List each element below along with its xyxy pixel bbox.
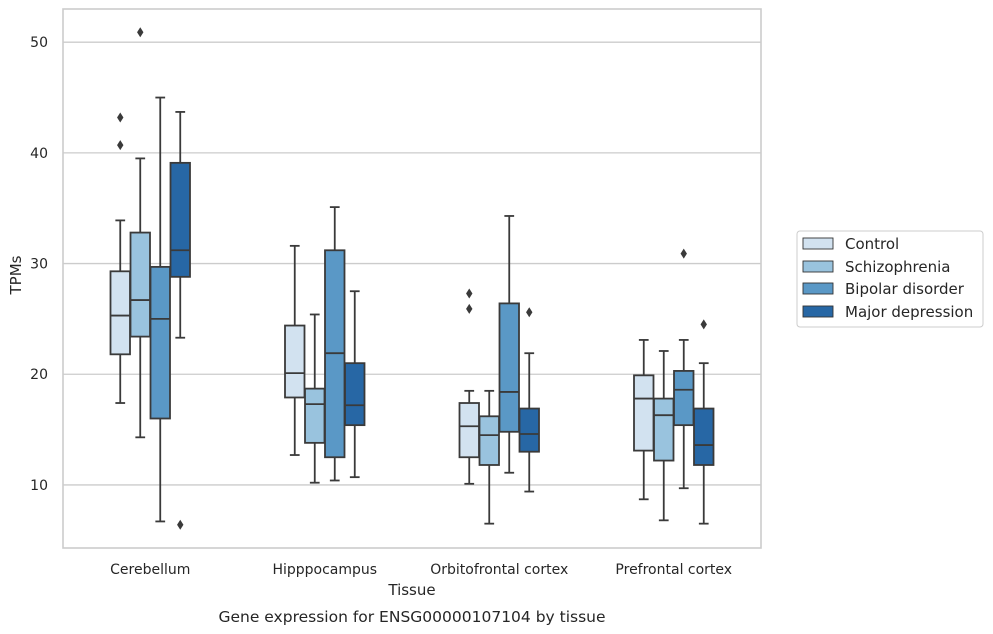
box-hipppocampus-control-iqr bbox=[284, 324, 306, 399]
box-cerebellum-schizophrenia bbox=[129, 27, 151, 439]
box-prefrontal-cortex-bipolar-disorder-iqr bbox=[673, 370, 695, 427]
legend-frame bbox=[796, 230, 984, 328]
legend-label-major-depression: Major depression bbox=[845, 303, 973, 321]
box-orbitofrontal-cortex-major-depression bbox=[518, 307, 540, 493]
y-tick-label-20: 20 bbox=[30, 367, 48, 383]
box-series bbox=[109, 27, 715, 530]
x-axis-ticks: Cerebellum Hipppocampus Orbitofrontal cort… bbox=[110, 562, 732, 578]
box-orbitofrontal-cortex-control-outlier-1 bbox=[466, 303, 473, 314]
y-tick-label-30: 30 bbox=[30, 257, 48, 273]
box-hipppocampus-control bbox=[284, 244, 306, 456]
chart-caption: Gene expression for ENSG00000107104 by t… bbox=[218, 608, 605, 626]
box-hipppocampus-schizophrenia bbox=[304, 313, 326, 484]
y-tick-label-40: 40 bbox=[30, 146, 48, 162]
box-prefrontal-cortex-major-depression bbox=[693, 319, 715, 525]
box-prefrontal-cortex-bipolar-disorder bbox=[673, 248, 695, 490]
y-axis-ticks: 10 20 30 40 50 bbox=[30, 35, 48, 494]
box-hipppocampus-bipolar-disorder bbox=[324, 206, 346, 482]
box-prefrontal-cortex-major-depression-iqr bbox=[693, 407, 715, 466]
x-tick-label-hipppocampus: Hipppocampus bbox=[272, 562, 377, 578]
y-tick-label-50: 50 bbox=[30, 35, 48, 51]
box-orbitofrontal-cortex-bipolar-disorder bbox=[498, 215, 520, 474]
legend-swatch-control bbox=[802, 237, 834, 250]
box-orbitofrontal-cortex-schizophrenia-iqr bbox=[478, 415, 500, 466]
box-orbitofrontal-cortex-major-depression-iqr bbox=[518, 407, 540, 453]
box-prefrontal-cortex-major-depression-outlier-0 bbox=[700, 319, 707, 330]
box-prefrontal-cortex-control-iqr bbox=[633, 374, 655, 452]
box-orbitofrontal-cortex-control bbox=[458, 288, 480, 485]
box-cerebellum-schizophrenia-outlier-0 bbox=[137, 27, 144, 38]
x-tick-label-prefrontal-cortex: Prefrontal cortex bbox=[615, 562, 732, 578]
box-hipppocampus-major-depression-iqr bbox=[344, 362, 366, 427]
box-cerebellum-control-iqr bbox=[109, 270, 131, 356]
box-cerebellum-major-depression-iqr bbox=[169, 161, 191, 278]
box-prefrontal-cortex-schizophrenia bbox=[653, 350, 675, 522]
box-cerebellum-control-outlier-1 bbox=[117, 140, 124, 151]
box-cerebellum-major-depression bbox=[169, 111, 191, 530]
legend-swatch-major-depression bbox=[802, 305, 834, 318]
box-orbitofrontal-cortex-bipolar-disorder-iqr bbox=[498, 302, 520, 433]
legend: Control Schizophrenia Bipolar disorder M… bbox=[796, 230, 984, 328]
box-cerebellum-control-outlier-0 bbox=[117, 112, 124, 123]
y-tick-label-10: 10 bbox=[30, 478, 48, 494]
box-cerebellum-bipolar-disorder bbox=[149, 96, 171, 523]
legend-label-schizophrenia: Schizophrenia bbox=[845, 258, 950, 276]
legend-label-bipolar-disorder: Bipolar disorder bbox=[845, 280, 965, 298]
box-orbitofrontal-cortex-control-outlier-0 bbox=[466, 288, 473, 299]
box-cerebellum-schizophrenia-iqr bbox=[129, 231, 151, 338]
box-cerebellum-major-depression-outlier-0 bbox=[177, 519, 184, 530]
x-tick-label-cerebellum: Cerebellum bbox=[110, 562, 190, 578]
y-axis-label: TPMs bbox=[7, 255, 25, 295]
box-orbitofrontal-cortex-control-iqr bbox=[458, 402, 480, 459]
legend-label-control: Control bbox=[845, 235, 899, 253]
box-prefrontal-cortex-bipolar-disorder-outlier-0 bbox=[680, 248, 687, 259]
box-hipppocampus-schizophrenia-iqr bbox=[304, 387, 326, 444]
legend-swatch-bipolar-disorder bbox=[802, 282, 834, 295]
box-orbitofrontal-cortex-schizophrenia bbox=[478, 389, 500, 525]
x-axis-label: Tissue bbox=[387, 581, 435, 599]
box-cerebellum-bipolar-disorder-iqr bbox=[149, 265, 171, 420]
box-hipppocampus-major-depression bbox=[344, 290, 366, 479]
box-orbitofrontal-cortex-major-depression-outlier-0 bbox=[526, 307, 533, 318]
box-prefrontal-cortex-schizophrenia-iqr bbox=[653, 397, 675, 462]
x-tick-label-orbitofrontal-cortex: Orbitofrontal cortex bbox=[430, 562, 568, 578]
plot-area-frame bbox=[62, 8, 762, 549]
legend-swatch-schizophrenia bbox=[802, 260, 834, 273]
